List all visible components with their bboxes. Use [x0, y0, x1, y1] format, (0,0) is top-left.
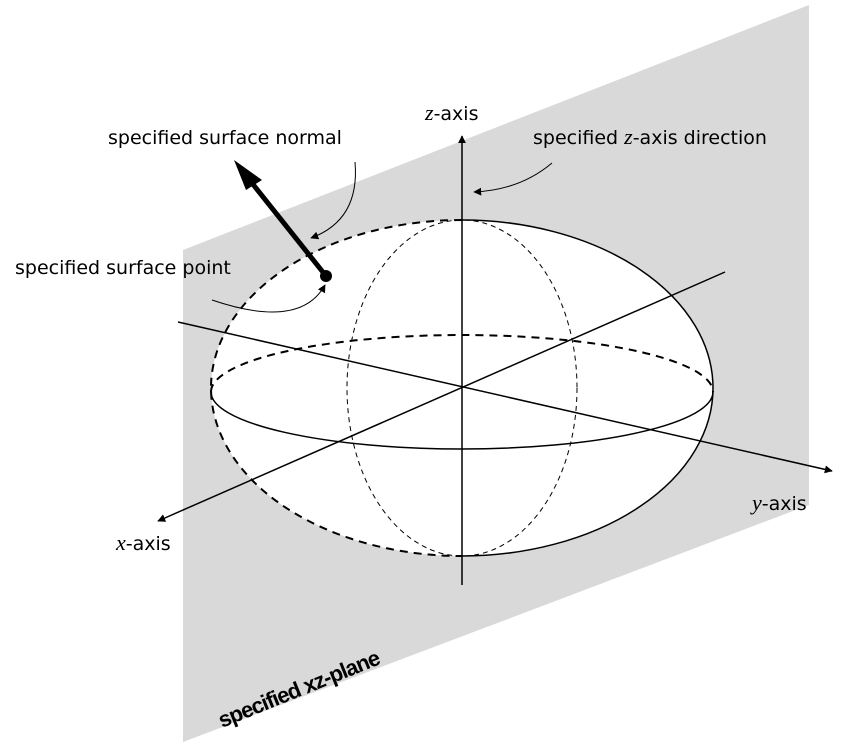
x-axis-label: x-axis [115, 530, 171, 555]
meridian [346, 219, 578, 557]
z-axis-label: z-axis [424, 100, 478, 125]
z-direction-label: specified z-axis direction [533, 124, 767, 149]
x-axis-line [157, 271, 726, 522]
surface-point-label: specified surface point [15, 257, 231, 279]
y-axis-label: y-axis [750, 490, 807, 515]
surface-point [320, 270, 332, 282]
callout-point [211, 284, 326, 313]
y-axis-line [177, 321, 833, 474]
normal-arrow [238, 166, 328, 278]
surface-normal-label: specified surface normal [108, 127, 342, 149]
ellipsoid-outline-front [461, 219, 714, 557]
callout-normal [310, 161, 356, 240]
callout-z-direction [473, 162, 553, 196]
normal-arrowhead [234, 160, 262, 190]
ellipsoid-outline-back [210, 219, 463, 557]
